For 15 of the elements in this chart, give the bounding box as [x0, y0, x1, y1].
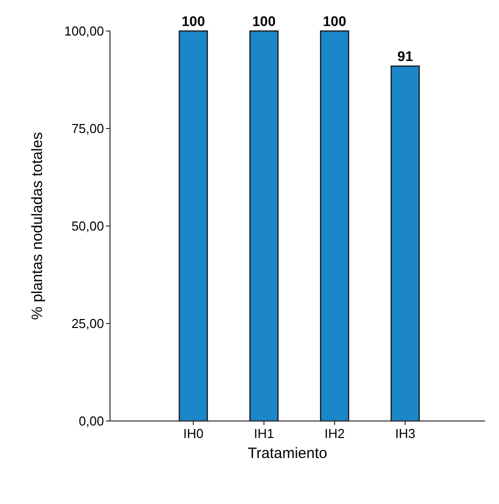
x-tick-label: IH0	[183, 426, 204, 441]
x-tick-label: IH2	[324, 426, 345, 441]
y-tick-label: 100,00	[64, 24, 104, 39]
y-tick-label: 25,00	[71, 316, 104, 332]
y-axis-title: % plantas noduladas totales	[29, 132, 46, 320]
y-tick-label: 0,00	[78, 414, 104, 429]
x-tick-label: IH1	[254, 426, 274, 441]
y-tick-label: 75,00	[71, 121, 104, 136]
x-tick-label: IH3	[395, 426, 416, 441]
y-tick-label: 50,00	[71, 218, 104, 234]
data-label: 100	[252, 13, 276, 29]
x-axis-title: Tratamiento	[248, 445, 328, 462]
data-label: 91	[397, 48, 414, 64]
data-label: 100	[182, 13, 206, 29]
data-label: 100	[322, 13, 346, 29]
